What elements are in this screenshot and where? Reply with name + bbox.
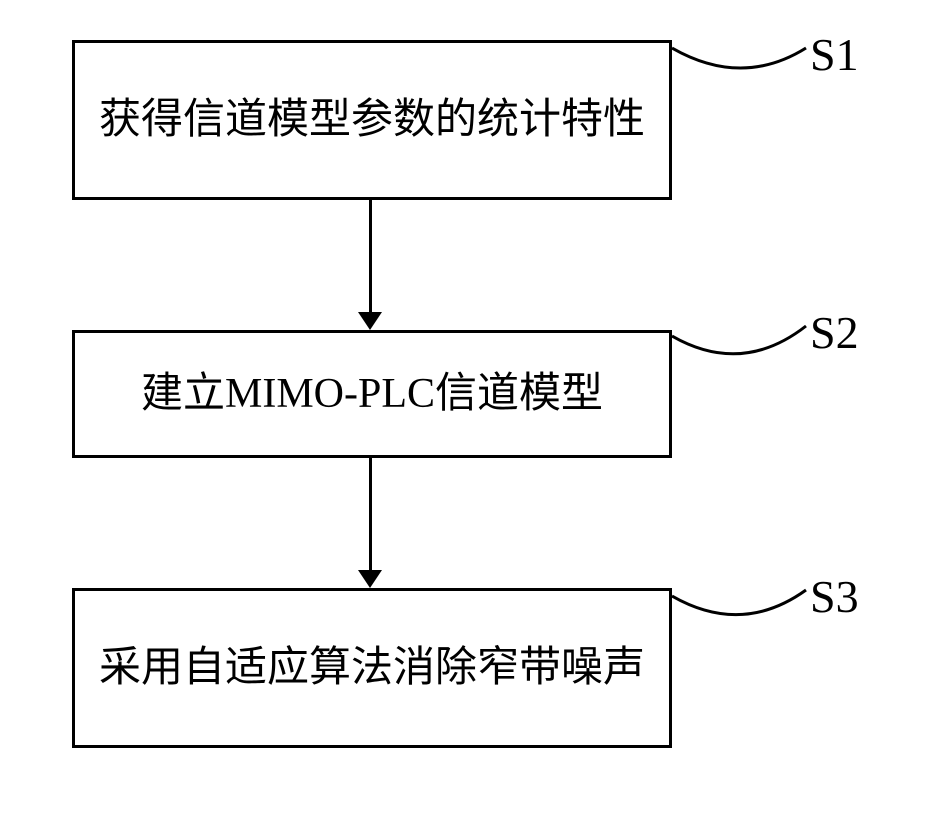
node-text: 采用自适应算法消除窄带噪声 bbox=[99, 641, 645, 696]
label-connector-s3 bbox=[672, 570, 812, 620]
label-connector-s2 bbox=[672, 306, 812, 356]
arrowhead-s2-s3 bbox=[358, 570, 382, 588]
flowchart-node-s1: 获得信道模型参数的统计特性 bbox=[72, 40, 672, 200]
label-text: S2 bbox=[810, 307, 859, 358]
arrowhead-s1-s2 bbox=[358, 312, 382, 330]
flowchart-node-s2: 建立MIMO-PLC信道模型 bbox=[72, 330, 672, 458]
node-text: 获得信道模型参数的统计特性 bbox=[99, 93, 645, 148]
step-label-s1: S1 bbox=[810, 28, 859, 81]
flowchart-canvas: 获得信道模型参数的统计特性 S1 建立MIMO-PLC信道模型 S2 采用自适应… bbox=[0, 0, 926, 819]
node-text: 建立MIMO-PLC信道模型 bbox=[141, 367, 603, 422]
label-text: S1 bbox=[810, 29, 859, 80]
step-label-s2: S2 bbox=[810, 306, 859, 359]
flowchart-node-s3: 采用自适应算法消除窄带噪声 bbox=[72, 588, 672, 748]
label-connector-s1 bbox=[672, 28, 812, 78]
step-label-s3: S3 bbox=[810, 570, 859, 623]
edge-s1-s2 bbox=[369, 200, 372, 314]
label-text: S3 bbox=[810, 571, 859, 622]
edge-s2-s3 bbox=[369, 458, 372, 572]
